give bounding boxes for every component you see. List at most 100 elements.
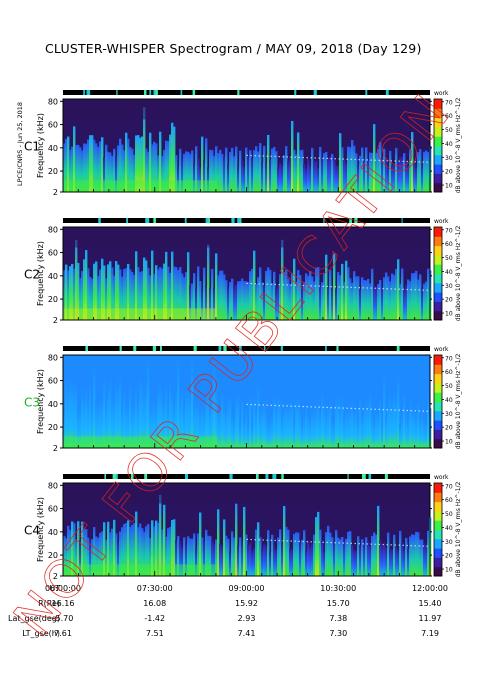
y-tick-label: 80 xyxy=(48,97,58,106)
spectral-column xyxy=(113,148,116,192)
plasma-line-dot xyxy=(258,283,260,285)
spectral-column xyxy=(363,157,366,192)
colorbar-segment xyxy=(434,373,442,384)
plasma-line-dot xyxy=(346,286,348,288)
spectral-column xyxy=(239,422,242,448)
spectral-column xyxy=(259,143,262,192)
colorbar-segment xyxy=(434,227,442,237)
spectral-column xyxy=(353,550,356,576)
spectral-column xyxy=(87,139,90,192)
spectral-column xyxy=(355,550,358,576)
status-mark xyxy=(184,218,187,223)
plasma-line-dot xyxy=(306,406,308,408)
spectral-column xyxy=(163,398,166,448)
spectral-column xyxy=(217,509,220,576)
spectral-column xyxy=(359,289,362,320)
spectral-column xyxy=(237,545,240,576)
spectral-column xyxy=(205,395,208,448)
plasma-line-dot xyxy=(258,155,260,157)
spectral-column xyxy=(419,274,422,320)
spectral-column xyxy=(415,531,418,576)
spectral-column xyxy=(293,533,296,576)
spectral-column xyxy=(265,411,268,448)
colorbar-tick-label: 30 xyxy=(445,155,453,162)
spectral-column xyxy=(373,124,376,192)
plasma-line-dot xyxy=(418,161,420,163)
spectral-column xyxy=(271,534,274,576)
spectral-column xyxy=(197,533,200,576)
plasma-line-dot xyxy=(342,407,344,409)
y-tick-label: 2 xyxy=(53,572,58,581)
spectral-column xyxy=(405,285,408,320)
plasma-line-dot xyxy=(246,403,248,406)
spectral-column xyxy=(227,538,230,576)
plasma-line-dot xyxy=(274,155,276,158)
spectral-column xyxy=(369,545,372,576)
spectral-column xyxy=(381,546,384,576)
plasma-line-dot xyxy=(286,284,288,286)
plasma-line-dot xyxy=(286,156,288,158)
plasma-line-dot xyxy=(410,161,412,163)
plasma-line-dot xyxy=(310,541,312,543)
spectral-column xyxy=(119,531,122,576)
spectral-column xyxy=(181,273,184,320)
status-mark xyxy=(354,218,358,223)
spectral-column xyxy=(113,396,116,448)
spectral-column xyxy=(79,277,82,320)
spectral-column xyxy=(263,400,266,448)
plasma-line-dot xyxy=(262,283,264,285)
status-mark xyxy=(237,218,241,223)
spectral-column xyxy=(419,539,422,576)
status-mark xyxy=(218,346,222,351)
colorbar-segment xyxy=(434,420,442,430)
spectral-column xyxy=(279,399,282,448)
spectral-column xyxy=(329,532,332,576)
spectral-column xyxy=(385,415,388,448)
spectral-column xyxy=(185,543,188,576)
ephemeris-value: 12:00:00 xyxy=(412,584,448,593)
ephemeris-row-label: LT_gse(h) xyxy=(22,629,60,638)
spectral-column xyxy=(155,265,158,320)
spectral-column xyxy=(155,405,158,448)
plasma-line-dot xyxy=(306,541,308,543)
spectral-column xyxy=(153,141,156,192)
plasma-line-dot xyxy=(370,287,372,289)
spectral-column xyxy=(283,506,286,576)
spectral-column xyxy=(145,260,148,320)
spectral-column xyxy=(179,267,182,320)
spectral-column xyxy=(103,265,106,320)
plasma-line-dot xyxy=(330,541,332,544)
spectral-column xyxy=(193,402,196,448)
spectral-column xyxy=(167,404,170,448)
spectral-column xyxy=(69,529,72,576)
plasma-line-dot xyxy=(390,544,392,546)
status-mark xyxy=(313,90,317,95)
spectral-column xyxy=(421,539,424,576)
spectral-column xyxy=(199,166,202,192)
spectral-column xyxy=(83,259,86,320)
plasma-line-dot xyxy=(294,540,296,542)
spectral-column xyxy=(201,289,204,320)
spectral-column xyxy=(413,408,416,448)
plasma-line-dot xyxy=(302,284,304,287)
colorbar-segment xyxy=(434,154,442,165)
spectral-column xyxy=(187,151,190,192)
y-tick-label: 20 xyxy=(48,167,58,176)
spectral-column xyxy=(77,262,80,320)
plasma-line-dot xyxy=(426,410,428,412)
status-strip xyxy=(63,474,430,479)
spectral-column xyxy=(371,152,374,192)
plasma-line-dot xyxy=(330,285,332,288)
spectral-column xyxy=(279,163,282,192)
plasma-line-dot xyxy=(366,159,368,161)
spectral-column xyxy=(401,268,404,320)
spectral-column xyxy=(97,537,100,576)
ephemeris-value: 16.16 xyxy=(52,599,75,608)
spectral-column xyxy=(159,267,162,320)
spectral-column xyxy=(241,399,244,448)
plasma-line-dot xyxy=(334,542,336,544)
spectral-column xyxy=(99,141,102,192)
spectral-column xyxy=(323,273,326,320)
spectral-column xyxy=(73,126,76,192)
colorbar-segment xyxy=(434,173,442,184)
